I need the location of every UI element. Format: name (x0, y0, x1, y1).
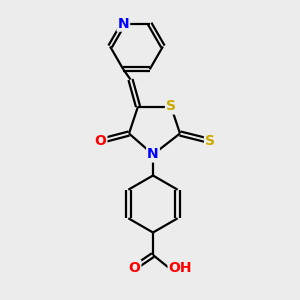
Text: O: O (128, 261, 140, 274)
Text: O: O (94, 134, 106, 148)
Text: N: N (147, 148, 159, 161)
Text: N: N (118, 16, 129, 31)
Text: S: S (166, 100, 176, 113)
Text: OH: OH (169, 261, 192, 274)
Text: S: S (205, 134, 215, 148)
